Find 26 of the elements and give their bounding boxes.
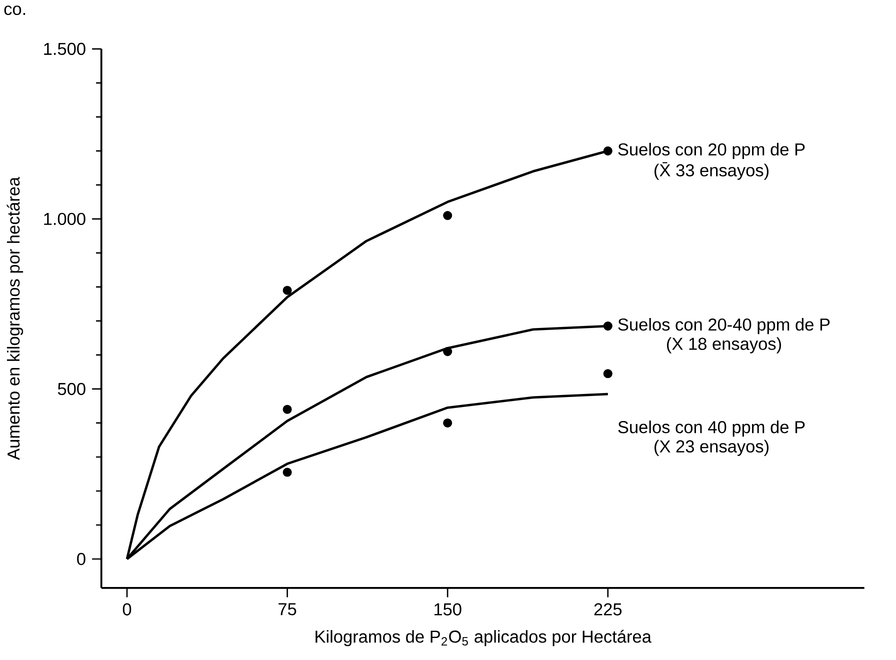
annotation: (X̄ 33 ensayos) bbox=[654, 162, 769, 180]
point bbox=[603, 146, 612, 156]
point bbox=[282, 286, 292, 295]
x-tick-label: 0 bbox=[122, 603, 132, 616]
text: co. bbox=[4, 6, 26, 16]
point bbox=[282, 468, 292, 477]
x-tick-label: 150 bbox=[434, 603, 462, 616]
point bbox=[443, 347, 452, 356]
annotation: (X 18 ensayos) bbox=[667, 337, 781, 354]
y-axis-title: Aumento en kilogramos por hectárea bbox=[6, 176, 24, 460]
point bbox=[443, 418, 452, 428]
point bbox=[443, 211, 452, 220]
y-tick-label: 1.000 bbox=[44, 212, 86, 226]
point bbox=[603, 322, 612, 331]
x-axis-title: Kilogramos de P$_{2}$O$_{5}$ aplicados por Hectárea bbox=[316, 630, 652, 646]
series-label: Suelos con 20-40 ppm de P bbox=[618, 318, 830, 334]
annotation: (X 23 ensayos) bbox=[654, 440, 769, 456]
series-label: Suelos con 20 ppm de P bbox=[618, 142, 805, 159]
y-tick-label: 0 bbox=[77, 552, 86, 566]
x-tick-label: 225 bbox=[594, 603, 622, 616]
y-tick-label: 1.500 bbox=[44, 42, 86, 56]
point bbox=[603, 369, 612, 378]
y-tick-label: 500 bbox=[58, 382, 86, 396]
point bbox=[282, 404, 292, 414]
x-tick-label: 75 bbox=[278, 603, 296, 616]
series-label: Suelos con 40 ppm de P bbox=[618, 420, 805, 437]
